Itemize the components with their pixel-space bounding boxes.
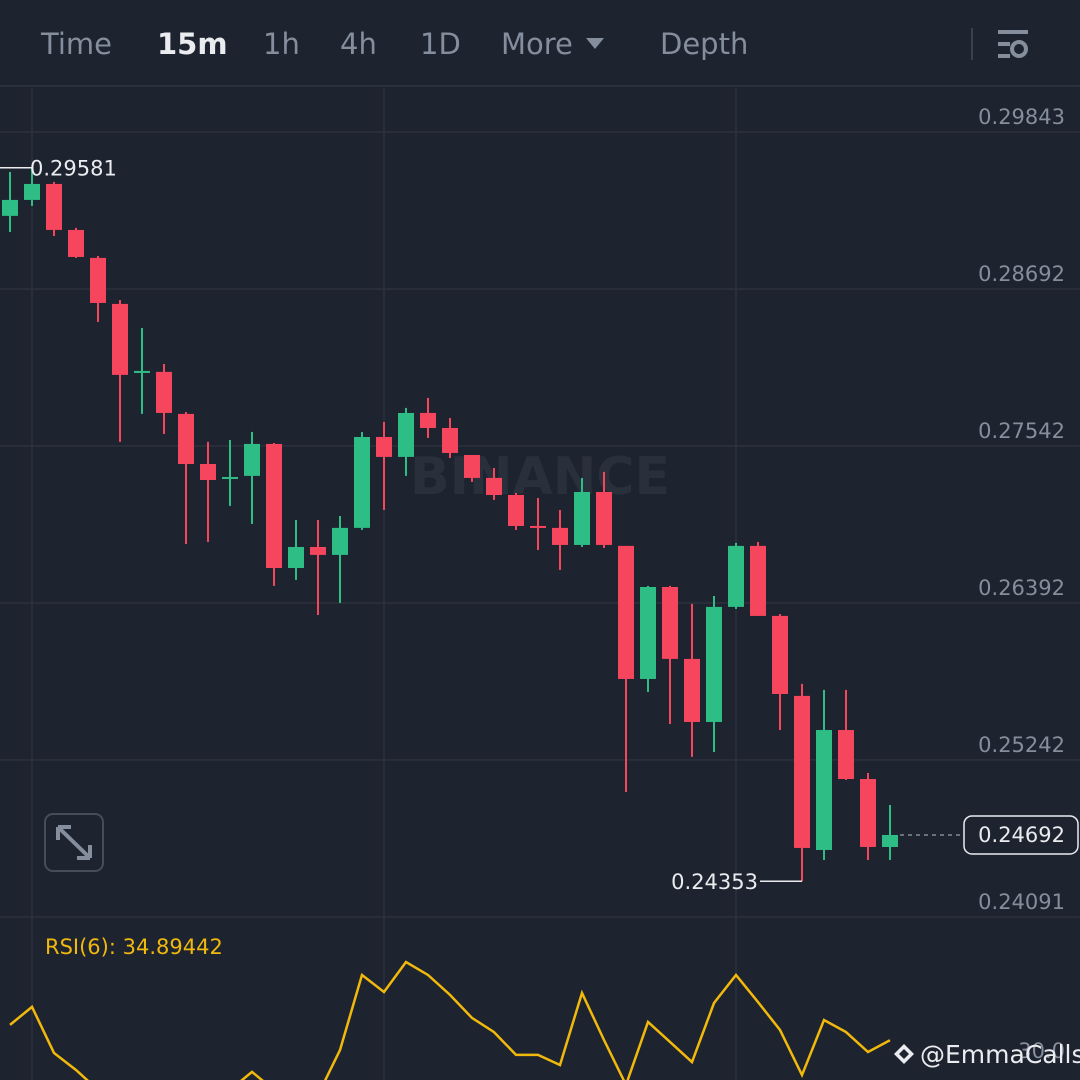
price-panel: BINANCE 0.29843 0.28692 0.27542 0.26392 0.252…	[0, 105, 1080, 918]
candle-body	[90, 257, 106, 303]
credit-text: @EmmaCalls	[920, 1040, 1080, 1069]
candle-body	[178, 413, 194, 465]
y-tick-label: 0.29843	[978, 105, 1065, 129]
watermark: BINANCE	[410, 447, 670, 507]
price-box	[963, 815, 1079, 855]
candle-body	[112, 303, 128, 375]
y-tick-label: 0.24091	[978, 890, 1065, 914]
candle-body	[266, 443, 282, 569]
candle-body	[46, 183, 62, 230]
candle-body	[684, 658, 700, 722]
y-tick-label: 0.27542	[978, 419, 1065, 443]
y-tick-label: 0.28692	[978, 262, 1065, 286]
tab[interactable]: More	[501, 27, 573, 61]
candle-body	[640, 586, 656, 679]
credit-watermark: @EmmaCalls	[894, 1040, 1080, 1069]
expand-button[interactable]	[44, 813, 104, 872]
candle-body	[728, 545, 744, 607]
low-label: 0.24353	[671, 870, 758, 894]
indicator-title: RSI(6): 34.89442	[45, 935, 223, 959]
candle-body	[200, 464, 216, 480]
toolbar: Time 15m 1h 4h 1D More Depth	[40, 27, 748, 61]
tab[interactable]: Time	[40, 27, 112, 61]
tab[interactable]: Depth	[660, 27, 748, 61]
candle-body	[464, 455, 480, 478]
candle-body	[24, 183, 40, 200]
candle-body	[508, 494, 524, 526]
candle-body	[442, 427, 458, 453]
candle-body	[2, 199, 18, 216]
candle-body	[156, 371, 172, 413]
rsi-panel: RSI(6): 34.89442 30.0	[9, 935, 1080, 1080]
candle-body	[486, 477, 502, 495]
candle-body	[574, 491, 590, 545]
tab[interactable]: 4h	[340, 27, 377, 61]
candle-body	[332, 527, 348, 555]
candle-body	[552, 527, 568, 545]
tab[interactable]: 1h	[263, 27, 300, 61]
candle-body	[420, 412, 436, 428]
candle-body	[618, 545, 634, 679]
rsi-line	[9, 960, 891, 1080]
candle-body	[288, 546, 304, 569]
candle-body	[596, 491, 612, 545]
current-price: 0.24692	[978, 823, 1065, 847]
more-caret[interactable]	[586, 38, 604, 49]
candle-body	[816, 730, 832, 850]
y-tick-label: 0.26392	[978, 576, 1065, 600]
candle-body	[398, 412, 414, 457]
candle-body	[244, 443, 260, 476]
candle-body	[838, 730, 854, 780]
candle-body	[860, 779, 876, 847]
candle-body	[222, 476, 238, 479]
candle-body	[310, 546, 326, 555]
candle-body	[134, 370, 150, 373]
tab[interactable]: 15m	[157, 27, 228, 61]
settings-icon[interactable]	[998, 30, 1028, 58]
candle-body	[530, 525, 546, 528]
high-label: 0.29581	[30, 157, 117, 181]
candle-body	[750, 545, 766, 616]
candle-body	[376, 436, 392, 457]
tab[interactable]: 1D	[420, 27, 461, 61]
candle-body	[706, 606, 722, 722]
candle-body	[772, 615, 788, 694]
candle-body	[68, 229, 84, 257]
candle-body	[354, 436, 370, 528]
y-tick-label: 0.25242	[978, 733, 1065, 757]
candle-body	[662, 586, 678, 659]
candle-body	[882, 834, 898, 847]
y-tick-label: 30.0	[1018, 1039, 1065, 1063]
candle-body	[794, 695, 810, 848]
